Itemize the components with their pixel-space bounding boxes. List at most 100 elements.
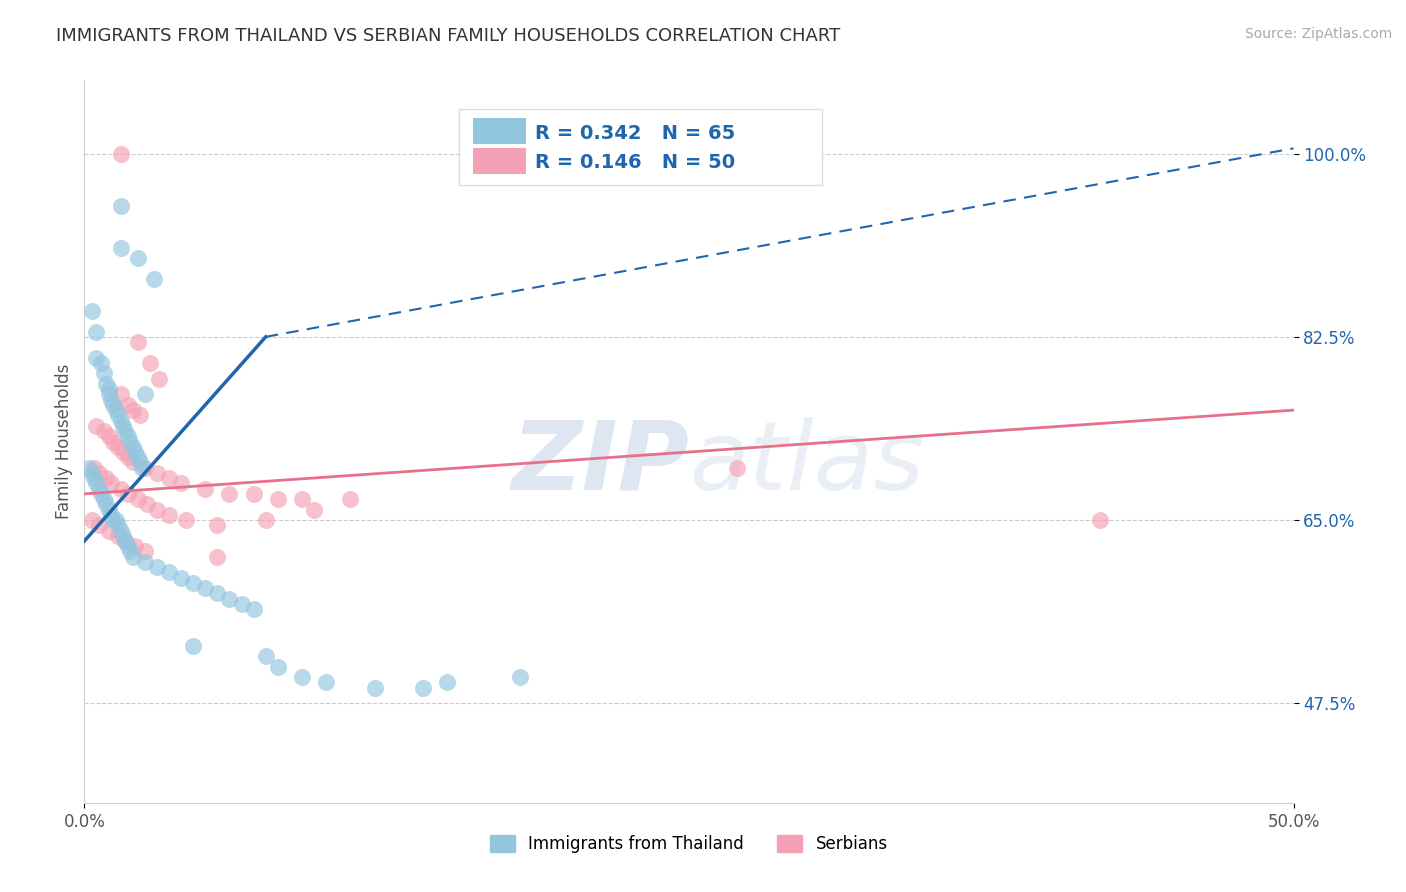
Point bbox=[107, 409, 129, 423]
Point bbox=[114, 424, 136, 438]
Point bbox=[124, 539, 146, 553]
Point bbox=[112, 445, 135, 459]
Point bbox=[134, 460, 156, 475]
Point bbox=[100, 476, 122, 491]
Point bbox=[80, 466, 103, 480]
Point bbox=[291, 492, 314, 507]
Point bbox=[134, 555, 156, 569]
Point bbox=[117, 487, 139, 501]
Point bbox=[90, 487, 112, 501]
Point bbox=[315, 675, 337, 690]
Point bbox=[80, 513, 103, 527]
Point bbox=[117, 398, 139, 412]
Text: R = 0.342   N = 65: R = 0.342 N = 65 bbox=[536, 124, 735, 143]
Point bbox=[120, 434, 142, 449]
Text: R = 0.146   N = 50: R = 0.146 N = 50 bbox=[536, 153, 735, 172]
Point bbox=[194, 581, 217, 595]
Point bbox=[93, 424, 115, 438]
Point bbox=[110, 387, 132, 401]
Point bbox=[121, 549, 143, 564]
Point bbox=[436, 675, 458, 690]
Point bbox=[103, 434, 125, 449]
Point bbox=[97, 382, 120, 396]
Point bbox=[86, 476, 108, 491]
Point bbox=[86, 418, 108, 433]
Point bbox=[127, 252, 149, 266]
Point bbox=[129, 455, 152, 469]
Point bbox=[97, 387, 120, 401]
Point bbox=[146, 560, 169, 574]
Point bbox=[242, 487, 264, 501]
Point bbox=[80, 303, 103, 318]
Point bbox=[100, 508, 122, 522]
Point bbox=[112, 529, 135, 543]
Point bbox=[104, 403, 127, 417]
Point bbox=[725, 460, 748, 475]
Point bbox=[218, 591, 240, 606]
Point bbox=[93, 492, 115, 507]
Point bbox=[86, 351, 108, 365]
Text: atlas: atlas bbox=[689, 417, 924, 509]
FancyBboxPatch shape bbox=[472, 148, 526, 174]
Point bbox=[112, 418, 135, 433]
Point bbox=[254, 513, 277, 527]
Point bbox=[121, 455, 143, 469]
Point bbox=[121, 403, 143, 417]
Point bbox=[97, 502, 120, 516]
Point bbox=[97, 429, 120, 443]
Point bbox=[146, 466, 169, 480]
Point bbox=[121, 440, 143, 454]
Point bbox=[93, 367, 115, 381]
Point bbox=[114, 534, 136, 549]
Point bbox=[143, 272, 166, 286]
Point bbox=[170, 476, 193, 491]
Point bbox=[77, 460, 100, 475]
Text: Source: ZipAtlas.com: Source: ZipAtlas.com bbox=[1244, 27, 1392, 41]
Point bbox=[114, 534, 136, 549]
Point bbox=[94, 471, 117, 485]
Point bbox=[103, 513, 125, 527]
Point bbox=[1088, 513, 1111, 527]
Point bbox=[110, 524, 132, 538]
Point bbox=[110, 414, 132, 428]
Point bbox=[83, 471, 105, 485]
Text: ZIP: ZIP bbox=[510, 417, 689, 509]
Point bbox=[83, 460, 105, 475]
Point bbox=[97, 524, 120, 538]
Point bbox=[87, 518, 110, 533]
Point bbox=[363, 681, 385, 695]
Point bbox=[104, 513, 127, 527]
Point bbox=[107, 518, 129, 533]
Point bbox=[94, 376, 117, 391]
Point bbox=[90, 356, 112, 370]
FancyBboxPatch shape bbox=[460, 109, 823, 185]
Point bbox=[148, 372, 170, 386]
Point bbox=[107, 440, 129, 454]
Point bbox=[170, 571, 193, 585]
Point bbox=[110, 199, 132, 213]
Point bbox=[157, 566, 180, 580]
Point bbox=[107, 529, 129, 543]
Y-axis label: Family Households: Family Households bbox=[55, 364, 73, 519]
Point bbox=[157, 471, 180, 485]
Point bbox=[86, 325, 108, 339]
Point bbox=[267, 492, 290, 507]
Point bbox=[117, 450, 139, 465]
Point bbox=[302, 502, 325, 516]
Point bbox=[131, 460, 153, 475]
Legend: Immigrants from Thailand, Serbians: Immigrants from Thailand, Serbians bbox=[484, 828, 894, 860]
Point bbox=[254, 649, 277, 664]
Point bbox=[174, 513, 197, 527]
Point bbox=[127, 492, 149, 507]
FancyBboxPatch shape bbox=[472, 119, 526, 145]
Point bbox=[134, 544, 156, 558]
Point bbox=[412, 681, 434, 695]
Point bbox=[127, 450, 149, 465]
Point bbox=[124, 445, 146, 459]
Point bbox=[103, 398, 125, 412]
Point bbox=[339, 492, 361, 507]
Point bbox=[127, 334, 149, 349]
Point bbox=[110, 241, 132, 255]
Point bbox=[129, 409, 152, 423]
Point bbox=[181, 575, 204, 590]
